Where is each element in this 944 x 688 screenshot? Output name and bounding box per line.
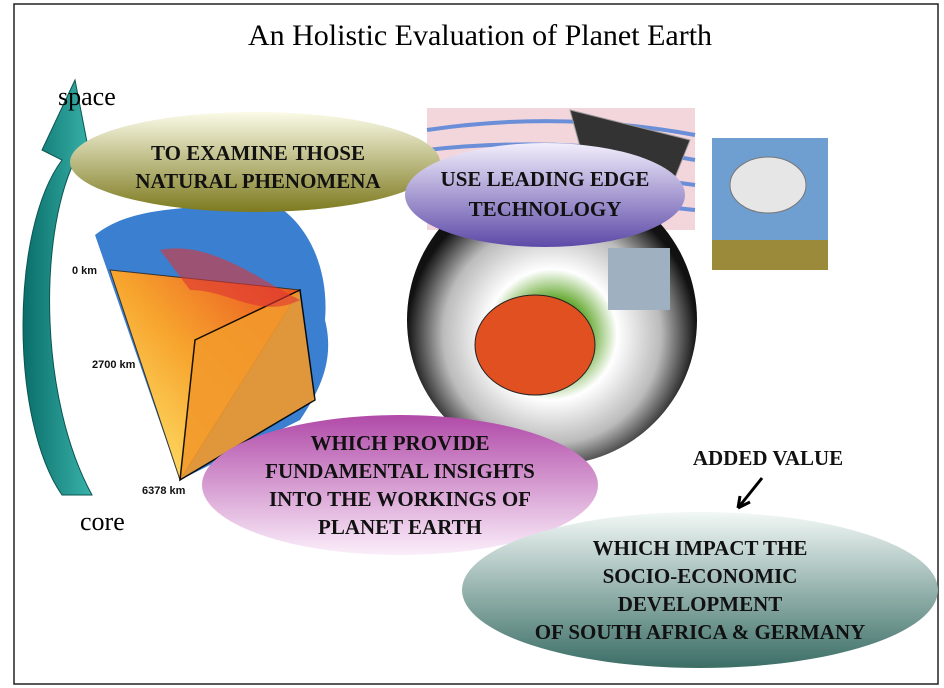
ellipse-text: OF SOUTH AFRICA & GERMANY xyxy=(535,620,866,644)
ellipse-text: INTO THE WORKINGS OF xyxy=(269,487,531,511)
ellipse-text: TO EXAMINE THOSE xyxy=(151,141,365,165)
ellipse-text: NATURAL PHENOMENA xyxy=(135,169,381,193)
globe-core xyxy=(475,295,595,395)
title: An Holistic Evaluation of Planet Earth xyxy=(248,19,712,52)
ellipse-text: DEVELOPMENT xyxy=(618,592,783,616)
ellipse-technology xyxy=(405,143,685,247)
core-label: core xyxy=(80,507,125,536)
ellipse-text: PLANET EARTH xyxy=(318,515,482,539)
space-label: space xyxy=(58,82,116,111)
antenna-dish xyxy=(730,157,806,213)
ellipse-text: TECHNOLOGY xyxy=(469,197,622,221)
depth-label: 6378 km xyxy=(142,485,186,497)
ellipse-text: WHICH IMPACT THE xyxy=(593,536,808,560)
ellipse-text: USE LEADING EDGE xyxy=(441,167,650,191)
antenna-ground xyxy=(712,240,828,270)
ellipse-text: SOCIO-ECONOMIC xyxy=(603,564,798,588)
depth-label: 0 km xyxy=(72,265,97,277)
ellipse-text: FUNDAMENTAL INSIGHTS xyxy=(265,459,535,483)
depth-label: 2700 km xyxy=(92,359,136,371)
ellipse-text: WHICH PROVIDE xyxy=(310,431,489,455)
added-value: ADDED VALUE xyxy=(693,446,843,470)
ship-photo xyxy=(608,248,670,310)
diagram: An Holistic Evaluation of Planet Earth s… xyxy=(0,0,944,688)
